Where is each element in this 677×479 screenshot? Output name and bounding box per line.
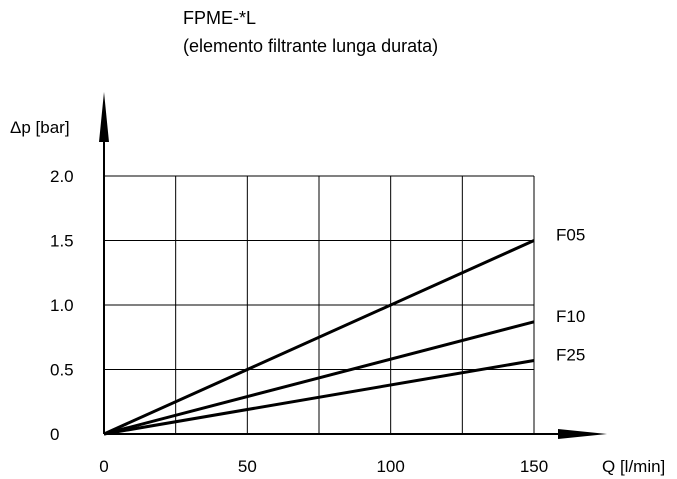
series-line-f25 [103, 358, 535, 436]
chart-subtitle: (elemento filtrante lunga durata) [183, 36, 439, 56]
chart-grid [104, 175, 535, 434]
y-tick-label: 2.0 [50, 167, 74, 186]
series-label-f05: F05 [556, 226, 585, 245]
series-label-f25: F25 [556, 345, 585, 364]
chart-series [103, 239, 535, 436]
series-label-f10: F10 [556, 307, 585, 326]
x-tick-label: 50 [238, 457, 257, 476]
series-line-f10 [103, 320, 535, 436]
chart-labels: 0 0.5 1.0 1.5 2.0 0 50 100 150 Δp [bar] Q [l/min] F… [10, 118, 665, 476]
y-tick-label: 1.0 [50, 296, 74, 315]
chart-axes [99, 92, 607, 439]
y-axis-arrow [99, 92, 109, 142]
series-line-f05 [103, 239, 535, 436]
x-tick-label: 150 [520, 457, 548, 476]
x-tick-label: 100 [376, 457, 404, 476]
y-tick-label: 1.5 [50, 232, 74, 251]
chart-title: FPME-*L [183, 8, 257, 28]
x-axis-label: Q [l/min] [602, 457, 665, 476]
y-tick-label: 0.5 [50, 361, 74, 380]
y-tick-label: 0 [50, 425, 59, 444]
x-axis-arrow [558, 429, 607, 439]
y-axis-label: Δp [bar] [10, 118, 70, 137]
x-tick-label: 0 [99, 457, 108, 476]
